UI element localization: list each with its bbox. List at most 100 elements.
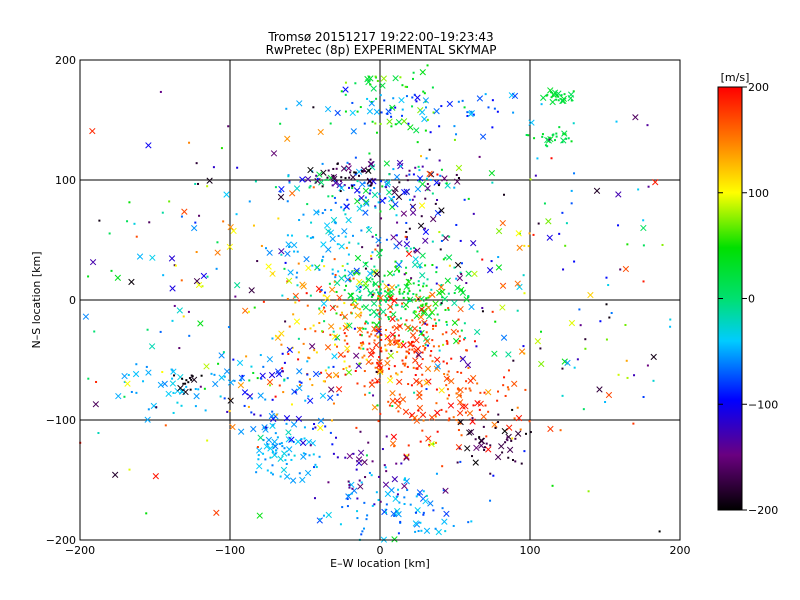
y-tick-label: −100 bbox=[46, 414, 76, 427]
data-point bbox=[417, 530, 420, 533]
data-point bbox=[356, 497, 359, 500]
data-cross bbox=[168, 255, 176, 262]
data-cross bbox=[304, 176, 312, 183]
data-point bbox=[422, 90, 425, 93]
data-point bbox=[385, 511, 388, 514]
data-point bbox=[366, 348, 369, 351]
data-point bbox=[363, 501, 366, 504]
data-cross bbox=[161, 380, 168, 387]
data-cross bbox=[358, 194, 365, 202]
data-point bbox=[178, 347, 181, 350]
data-point bbox=[394, 265, 397, 268]
data-cross bbox=[170, 368, 177, 375]
data-cross bbox=[398, 96, 405, 104]
data-point bbox=[405, 350, 408, 353]
data-point bbox=[360, 229, 363, 232]
data-point bbox=[271, 464, 274, 467]
data-point bbox=[375, 131, 378, 134]
data-point bbox=[264, 458, 267, 461]
data-point bbox=[318, 268, 321, 271]
data-cross bbox=[380, 75, 387, 82]
data-point bbox=[302, 452, 305, 455]
data-point bbox=[468, 387, 471, 390]
data-point bbox=[435, 282, 438, 285]
data-point bbox=[439, 303, 442, 306]
data-cross bbox=[395, 193, 403, 201]
data-point bbox=[286, 200, 289, 203]
data-cross bbox=[338, 243, 345, 250]
data-cross bbox=[351, 297, 358, 305]
data-cross bbox=[442, 487, 449, 494]
data-point bbox=[313, 423, 316, 426]
data-cross bbox=[329, 235, 336, 243]
data-point bbox=[297, 262, 300, 265]
data-point bbox=[447, 292, 450, 295]
data-point bbox=[436, 198, 439, 201]
data-point bbox=[511, 437, 514, 440]
colorbar-tick-label: −200 bbox=[748, 504, 778, 517]
data-point bbox=[409, 503, 412, 506]
data-point bbox=[422, 513, 425, 516]
data-point bbox=[460, 434, 463, 437]
data-cross bbox=[236, 359, 244, 367]
data-cross bbox=[324, 105, 332, 113]
data-point bbox=[393, 341, 396, 344]
data-point bbox=[361, 169, 364, 172]
data-cross bbox=[605, 391, 613, 399]
data-point bbox=[313, 497, 316, 500]
data-point bbox=[420, 155, 423, 158]
data-point bbox=[492, 474, 495, 477]
data-point bbox=[378, 356, 381, 359]
data-point bbox=[97, 432, 100, 435]
data-point bbox=[415, 511, 418, 514]
data-point bbox=[336, 243, 339, 246]
data-point bbox=[383, 99, 386, 102]
data-point bbox=[446, 323, 449, 326]
data-point bbox=[95, 380, 98, 383]
data-cross bbox=[382, 481, 390, 488]
data-cross bbox=[567, 91, 575, 98]
data-cross bbox=[498, 443, 505, 450]
data-point bbox=[378, 312, 381, 315]
data-point bbox=[401, 108, 404, 111]
data-point bbox=[327, 195, 330, 198]
data-point bbox=[441, 507, 444, 510]
data-cross bbox=[443, 375, 451, 382]
data-cross bbox=[345, 493, 352, 500]
data-cross bbox=[195, 281, 203, 289]
data-cross bbox=[334, 109, 341, 117]
data-point bbox=[347, 494, 350, 497]
data-point bbox=[395, 372, 398, 375]
data-point bbox=[429, 178, 432, 181]
data-cross bbox=[145, 142, 152, 149]
data-point bbox=[445, 362, 448, 365]
data-cross bbox=[291, 388, 298, 395]
data-cross bbox=[424, 185, 431, 192]
data-point bbox=[337, 234, 340, 237]
data-point bbox=[426, 64, 429, 67]
data-point bbox=[276, 436, 279, 439]
data-cross bbox=[299, 476, 306, 484]
data-point bbox=[234, 295, 237, 298]
data-point bbox=[395, 462, 398, 465]
data-point bbox=[358, 308, 361, 311]
data-point bbox=[364, 320, 367, 323]
data-point bbox=[448, 394, 451, 397]
data-point bbox=[353, 327, 356, 330]
data-cross bbox=[289, 477, 297, 484]
data-point bbox=[417, 409, 420, 412]
data-cross bbox=[348, 481, 355, 488]
data-point bbox=[184, 382, 187, 385]
data-point bbox=[365, 262, 368, 265]
data-point bbox=[440, 239, 443, 242]
data-point bbox=[336, 162, 339, 165]
data-point bbox=[146, 328, 149, 331]
data-point bbox=[240, 379, 243, 382]
data-point bbox=[123, 380, 126, 383]
data-point bbox=[284, 261, 287, 264]
data-point bbox=[346, 505, 349, 508]
data-cross bbox=[332, 371, 340, 379]
data-cross bbox=[587, 291, 594, 299]
data-point bbox=[331, 195, 334, 198]
data-point bbox=[503, 193, 506, 196]
